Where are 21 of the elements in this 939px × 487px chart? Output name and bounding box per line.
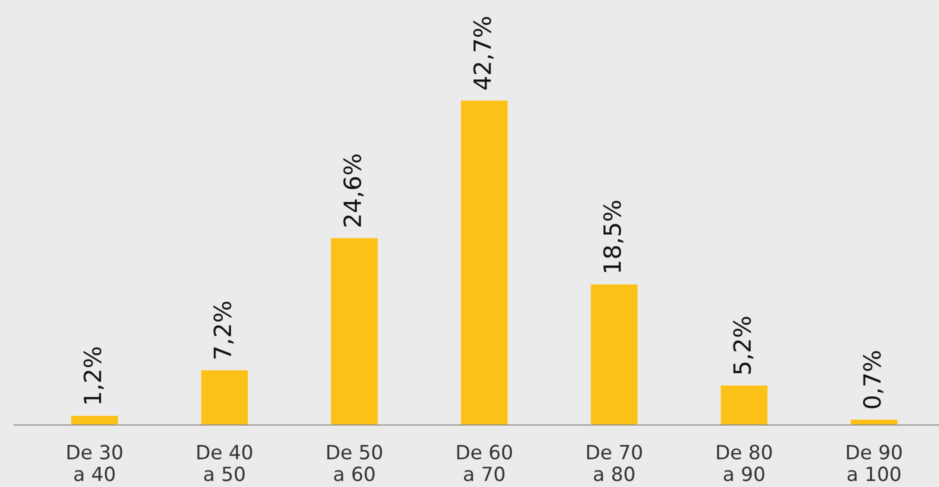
bar xyxy=(460,100,508,425)
data-label: 0,7% xyxy=(863,351,884,408)
x-tick-label: De 40 a 50 xyxy=(197,444,252,482)
bar xyxy=(720,385,768,425)
data-label: 7,2% xyxy=(213,302,234,358)
bar xyxy=(201,370,248,425)
data-label: 1,2% xyxy=(84,347,104,404)
data-label: 24,6% xyxy=(343,154,364,226)
x-tick-label: De 60 a 70 xyxy=(457,444,512,482)
bar xyxy=(850,420,898,425)
data-label: 5,2% xyxy=(733,316,754,374)
bar xyxy=(71,416,118,425)
bar xyxy=(330,238,378,425)
x-tick-label: De 80 a 90 xyxy=(717,444,772,482)
x-tick-label: De 50 a 60 xyxy=(327,444,382,482)
data-label: 18,5% xyxy=(603,200,624,272)
x-tick-label: De 90 a 100 xyxy=(847,444,902,482)
data-label: 42,7% xyxy=(473,16,494,90)
x-tick-label: De 30 a 40 xyxy=(68,444,122,482)
bar xyxy=(590,284,638,425)
x-tick-label: De 70 a 80 xyxy=(587,444,642,482)
